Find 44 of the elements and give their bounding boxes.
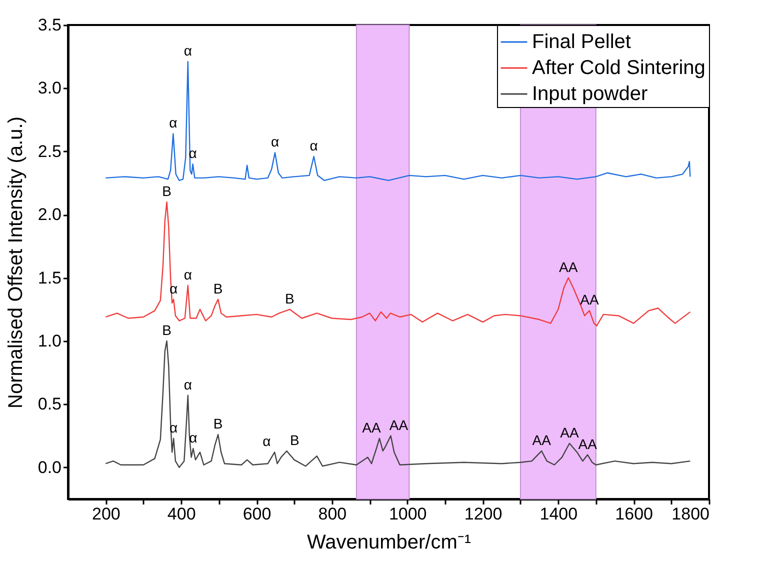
x-tick-label: 1000	[388, 504, 427, 524]
annotation: AA	[559, 258, 578, 275]
x-tick-label: 400	[167, 504, 196, 524]
annotation: α	[184, 266, 192, 282]
x-tick-label: 800	[318, 504, 347, 524]
annotation: AA	[580, 292, 600, 308]
annotation: AA	[389, 416, 409, 433]
x-tick-label: 200	[92, 504, 120, 524]
x-axis-title: Wavenumber/cm⁻¹	[306, 532, 472, 554]
legend-label: Final Pellet	[532, 31, 632, 53]
annotation: α	[169, 114, 178, 131]
annotation: B	[290, 432, 300, 448]
annotation: B	[162, 322, 172, 338]
annotation: B	[213, 416, 223, 432]
x-tick-label: 1400	[540, 504, 578, 524]
x-tick-label: 1200	[464, 504, 502, 524]
annotation: B	[285, 290, 294, 306]
y-tick-label: 1.5	[38, 268, 62, 288]
annotation: α	[310, 137, 318, 154]
y-tick-label: 3.0	[38, 78, 62, 98]
annotation: α	[262, 433, 271, 450]
y-tick-label: 2.5	[38, 142, 62, 161]
annotation: α	[184, 376, 192, 392]
annotation: AA	[560, 424, 580, 440]
annotation: α	[184, 42, 192, 59]
x-tick-label: 600	[242, 504, 272, 524]
y-tick-label: 2.0	[38, 205, 62, 224]
x-tick-label: 1600	[615, 504, 653, 524]
annotation: AA	[578, 436, 598, 452]
y-axis-title: Normalised Offset Intensity (a.u.)	[4, 116, 27, 408]
x-tick-label: 1800	[672, 504, 710, 524]
annotation: B	[162, 182, 172, 199]
annotation: AA	[362, 419, 382, 436]
y-tick-label: 3.5	[38, 16, 62, 34]
line-series	[105, 201, 691, 326]
annotation: B	[213, 280, 223, 296]
y-tick-label: 0.0	[38, 458, 62, 477]
legend-label: Input powder	[532, 83, 648, 105]
legend-label: After Cold Sintering	[532, 57, 706, 79]
line-series	[105, 340, 691, 468]
annotation: α	[270, 134, 280, 150]
y-tick-label: 1.0	[38, 332, 62, 350]
annotation: AA	[532, 432, 552, 448]
y-tick-label: 0.5	[38, 394, 62, 414]
